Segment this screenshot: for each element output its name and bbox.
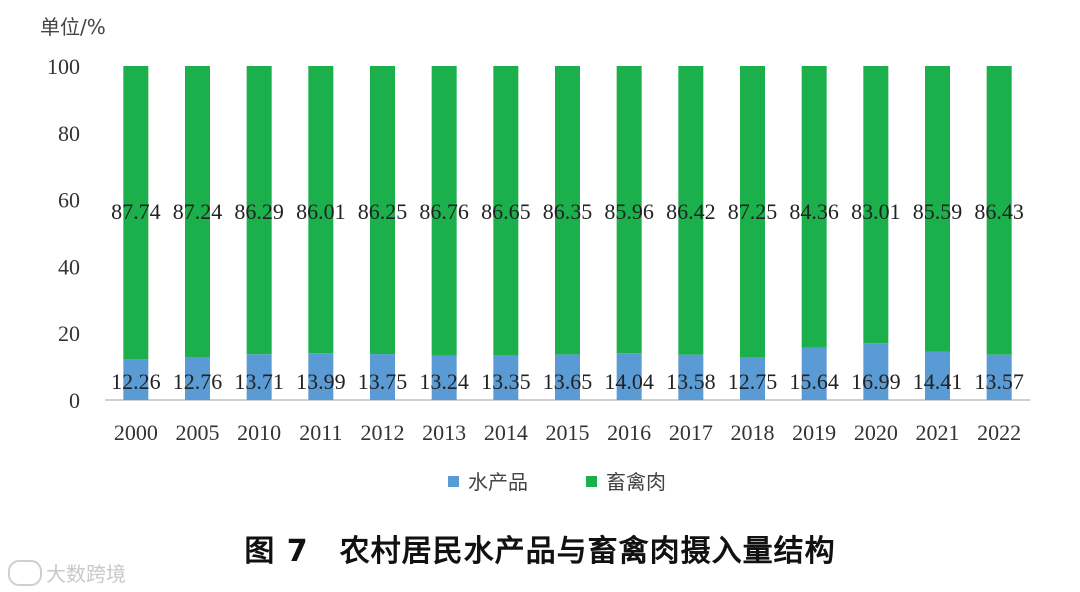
data-label: 86.42 xyxy=(666,199,716,224)
bar-meat-2022 xyxy=(986,66,1012,355)
x-tick-label: 2000 xyxy=(114,420,158,445)
y-tick-label: 100 xyxy=(47,54,80,79)
legend: 水产品 畜禽肉 xyxy=(448,470,666,494)
data-label: 87.25 xyxy=(728,199,778,224)
bar-meat-2019 xyxy=(801,66,827,348)
bar-aquatic-2010 xyxy=(246,354,272,400)
y-tick-label: 80 xyxy=(58,121,80,146)
bar-meat-2014 xyxy=(493,66,519,356)
x-tick-label: 2005 xyxy=(176,420,220,445)
legend-swatch xyxy=(586,476,597,487)
data-label: 13.35 xyxy=(481,369,531,394)
bar-meat-2016 xyxy=(616,66,642,354)
bar-aquatic-2020 xyxy=(863,343,889,400)
data-label: 85.59 xyxy=(913,199,963,224)
x-axis: 2000 2005 2010 2011 2012 2013 2014 2015 2016 2017… xyxy=(114,420,1021,445)
data-label: 13.24 xyxy=(419,369,469,394)
data-label: 14.41 xyxy=(913,369,963,394)
legend-swatch xyxy=(448,476,459,487)
bar-meat-2017 xyxy=(678,66,704,355)
data-label: 15.64 xyxy=(789,369,839,394)
bar-aquatic-2000 xyxy=(123,359,149,400)
data-label: 16.99 xyxy=(851,369,901,394)
watermark-logo-icon xyxy=(8,559,42,586)
data-label: 87.24 xyxy=(173,199,223,224)
x-tick-label: 2014 xyxy=(484,420,528,445)
data-label: 86.35 xyxy=(543,199,593,224)
bar-aquatic-2013 xyxy=(431,355,457,400)
bar-aquatic-2019 xyxy=(801,347,827,400)
data-label: 86.29 xyxy=(234,199,284,224)
x-tick-label: 2021 xyxy=(916,420,960,445)
data-label: 83.01 xyxy=(851,199,901,224)
bar-meat-2013 xyxy=(431,66,457,356)
bar-meat-2005 xyxy=(185,66,210,358)
x-tick-label: 2022 xyxy=(977,420,1021,445)
watermark-text: 大数跨境 xyxy=(46,562,126,586)
bar-aquatic-2016 xyxy=(616,353,642,400)
data-label: 12.76 xyxy=(173,369,223,394)
data-label: 87.74 xyxy=(111,199,161,224)
x-tick-label: 2019 xyxy=(792,420,836,445)
bar-aquatic-2021 xyxy=(925,351,950,400)
figure-caption: 图 7 农村居民水产品与畜禽肉摄入量结构 xyxy=(244,534,836,569)
bar-meat-2020 xyxy=(863,66,889,344)
data-label: 13.57 xyxy=(974,369,1024,394)
y-unit-label: 单位/% xyxy=(40,15,106,39)
x-tick-label: 2015 xyxy=(546,420,590,445)
legend-label: 畜禽肉 xyxy=(606,470,666,494)
data-label: 84.36 xyxy=(789,199,839,224)
data-label: 12.26 xyxy=(111,369,161,394)
data-label: 13.65 xyxy=(543,369,593,394)
x-tick-label: 2020 xyxy=(854,420,898,445)
data-label: 86.01 xyxy=(296,199,346,224)
bar-aquatic-2022 xyxy=(986,354,1012,400)
y-tick-label: 40 xyxy=(58,254,80,279)
bar-meat-2012 xyxy=(370,66,395,355)
bar-aquatic-2014 xyxy=(493,355,519,400)
data-label: 86.25 xyxy=(358,199,408,224)
bar-meat-2018 xyxy=(740,66,765,358)
data-label: 13.75 xyxy=(358,369,408,394)
bar-aquatic-2018 xyxy=(740,357,765,400)
y-axis: 0 20 40 60 80 100 xyxy=(47,54,80,413)
watermark: 大数跨境 xyxy=(8,558,126,587)
data-label: 85.96 xyxy=(604,199,654,224)
bar-aquatic-2017 xyxy=(678,354,704,400)
bar-series: 12.26 87.74 12.76 87.24 13.71 86.29 13.99 86.01… xyxy=(111,66,1024,400)
data-label: 13.71 xyxy=(234,369,284,394)
data-label: 86.43 xyxy=(974,199,1024,224)
legend-label: 水产品 xyxy=(468,470,528,494)
x-tick-label: 2012 xyxy=(361,420,405,445)
data-label: 13.58 xyxy=(666,369,716,394)
x-tick-label: 2011 xyxy=(299,420,342,445)
x-tick-label: 2013 xyxy=(422,420,466,445)
bar-aquatic-2005 xyxy=(185,357,210,400)
bar-meat-2021 xyxy=(925,66,950,352)
bar-meat-2015 xyxy=(555,66,580,355)
bar-meat-2000 xyxy=(123,66,149,360)
y-tick-label: 0 xyxy=(69,388,80,413)
data-label: 13.99 xyxy=(296,369,346,394)
x-tick-label: 2010 xyxy=(237,420,281,445)
bar-aquatic-2011 xyxy=(308,353,334,400)
data-label: 14.04 xyxy=(604,369,654,394)
data-label: 86.65 xyxy=(481,199,531,224)
data-label: 86.76 xyxy=(419,199,469,224)
y-tick-label: 60 xyxy=(58,188,80,213)
bar-aquatic-2015 xyxy=(555,354,580,400)
bar-aquatic-2012 xyxy=(370,354,395,400)
x-tick-label: 2018 xyxy=(731,420,775,445)
x-tick-label: 2016 xyxy=(607,420,651,445)
bar-meat-2011 xyxy=(308,66,334,354)
x-tick-label: 2017 xyxy=(669,420,713,445)
data-label: 12.75 xyxy=(728,369,778,394)
y-tick-label: 20 xyxy=(58,321,80,346)
bar-meat-2010 xyxy=(246,66,272,355)
